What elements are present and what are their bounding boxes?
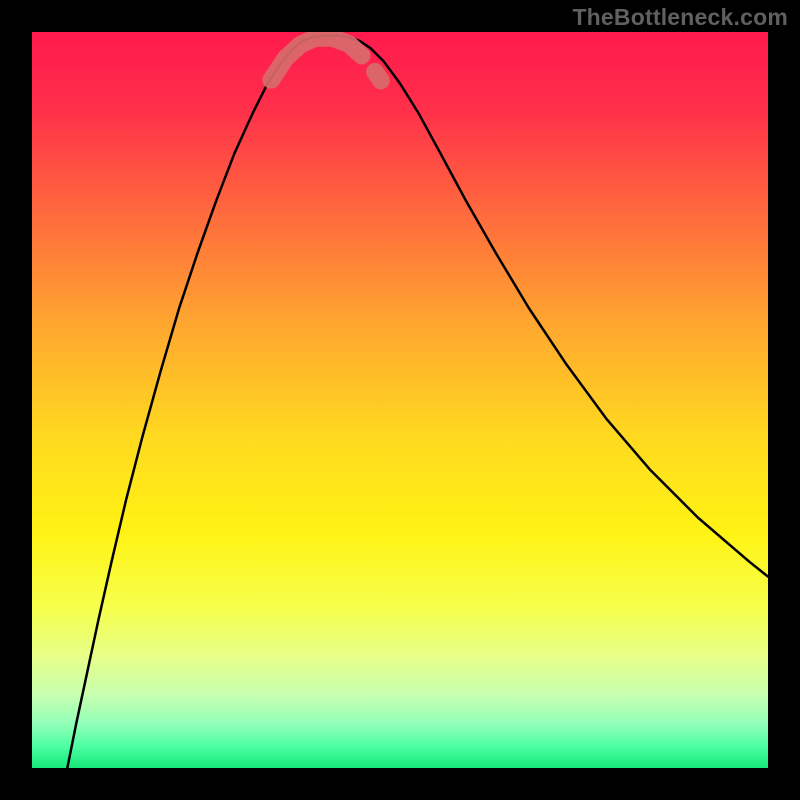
highlight-dash — [375, 72, 381, 81]
chart-frame: TheBottleneck.com — [0, 0, 800, 800]
plot-area — [32, 32, 768, 768]
plot-svg — [32, 32, 768, 768]
watermark-text: TheBottleneck.com — [572, 4, 788, 31]
gradient-background — [32, 32, 768, 768]
